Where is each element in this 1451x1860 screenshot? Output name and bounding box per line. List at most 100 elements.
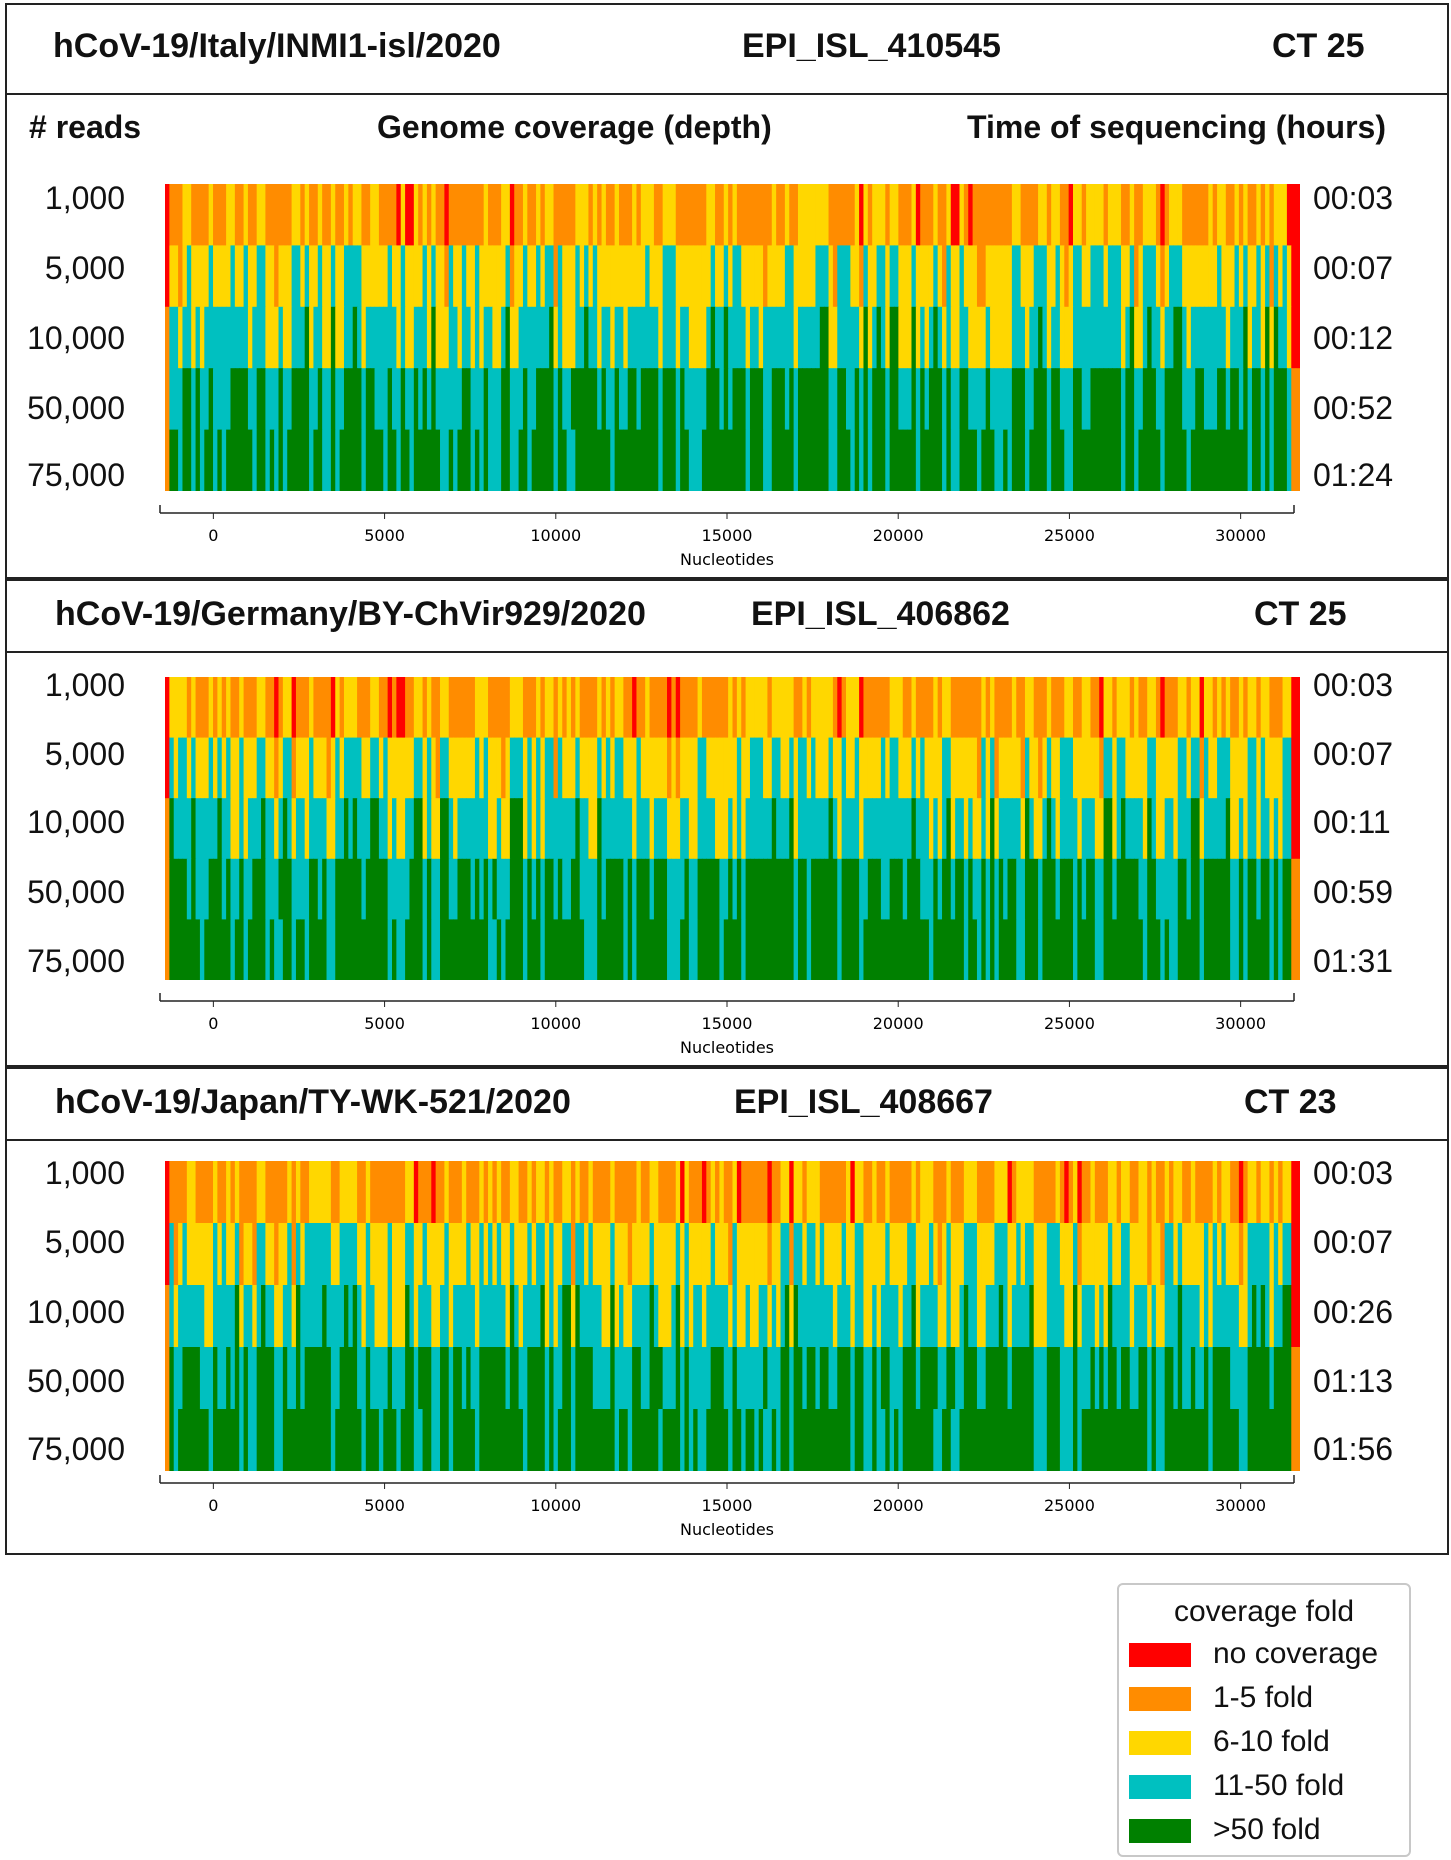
heatmap-cell [392,245,397,308]
heatmap-cell [688,184,694,246]
heatmap-cell [566,245,572,308]
heatmap-cell [1182,1409,1188,1471]
heatmap-cell [1221,429,1227,491]
heatmap-cell [453,858,459,920]
heatmap-cell [252,368,258,431]
heatmap-cell [313,184,319,246]
heatmap-cell [741,798,747,860]
heatmap-cell [894,429,899,491]
heatmap-cell [876,919,882,980]
heatmap-cell [466,245,472,308]
heatmap-cell [501,1223,507,1286]
heatmap-cell [208,919,214,980]
heatmap-cell [165,1347,170,1410]
heatmap-cell [182,306,188,369]
heatmap-cell [422,245,428,308]
heatmap-cell [1212,677,1218,739]
heatmap-cell [313,798,319,860]
heatmap-cell [1225,306,1231,369]
heatmap-cell [649,1409,655,1471]
heatmap-cell [440,1161,445,1224]
heatmap-cell [1051,1161,1057,1224]
heatmap-cell [697,429,703,491]
heatmap-cell [1038,919,1044,980]
heatmap-cell [867,919,873,980]
heatmap-cell [330,368,336,431]
heatmap-cell [828,245,834,308]
heatmap-cell [1121,306,1126,369]
heatmap-cell [553,184,559,246]
heatmap-cell [418,677,424,739]
heatmap-cell [287,677,293,739]
heatmap-cell [749,919,755,980]
heatmap-cell [553,858,559,920]
heatmap-cell [754,429,760,491]
heatmap-cell [1182,429,1188,491]
heatmap-cell [457,919,463,980]
heatmap-cell [400,1285,406,1348]
heatmap-cell [1116,677,1122,739]
heatmap-cell [230,677,236,739]
heatmap-cell [221,368,227,431]
heatmap-cell [976,368,982,431]
heatmap-cell [1007,368,1013,431]
heatmap-cell [1234,677,1240,739]
heatmap-cell [1042,1223,1048,1286]
heatmap-cell [1029,245,1035,308]
heatmap-cell [352,737,358,799]
heatmap-cell [374,919,380,980]
heatmap-cell [811,368,817,431]
heatmap-cell [872,737,878,799]
heatmap-cell [614,306,620,369]
heatmap-cell [736,184,742,246]
heatmap-cell [1073,1347,1078,1410]
heatmap-cell [505,1285,511,1348]
heatmap-cell [1081,306,1087,369]
heatmap-cell [749,858,755,920]
heatmap-cell [514,184,520,246]
heatmap-cell [658,1223,664,1286]
heatmap-cell [300,1347,306,1410]
heatmap-cell [252,429,258,491]
heatmap-cell [1059,1409,1065,1471]
heatmap-cell [675,1347,681,1410]
heatmap-cell [1282,306,1288,369]
heatmap-cell [894,245,899,308]
heatmap-cell [880,737,886,799]
heatmap-cell [1278,677,1284,739]
heatmap-cell [998,306,1004,369]
heatmap-cell [514,306,520,369]
heatmap-cell [1107,737,1113,799]
heatmap-cell [440,368,445,431]
heatmap-cell [880,677,886,739]
heatmap-cell [570,858,576,920]
heatmap-cell [693,858,699,920]
heatmap-cell [1151,368,1157,431]
heatmap-cell [549,368,555,431]
heatmap-cell [261,306,267,369]
heatmap-cell [1011,306,1017,369]
heatmap-cell [1186,368,1192,431]
heatmap-cell [291,1347,297,1410]
heatmap-cell [566,737,572,799]
heatmap-cell [392,858,397,920]
heatmap-cell [614,429,620,491]
heatmap-cell [1155,245,1161,308]
heatmap-cell [186,919,192,980]
heatmap-cell [1260,737,1266,799]
heatmap-cell [955,429,961,491]
heatmap-cell [588,245,594,308]
heatmap-cell [933,368,939,431]
sample-title: hCoV-19/Japan/TY-WK-521/2020 [55,1083,571,1121]
heatmap-cell [1020,1409,1026,1471]
heatmap-cell [361,429,367,491]
heatmap-cell [741,1285,747,1348]
heatmap-cell [1033,858,1039,920]
heatmap-cell [265,737,271,799]
heatmap-cell [758,368,764,431]
heatmap-cell [1020,798,1026,860]
legend-label: >50 fold [1213,1813,1321,1846]
heatmap-cell [863,858,869,920]
heatmap-cell [684,1347,690,1410]
heatmap-cell [1142,919,1148,980]
